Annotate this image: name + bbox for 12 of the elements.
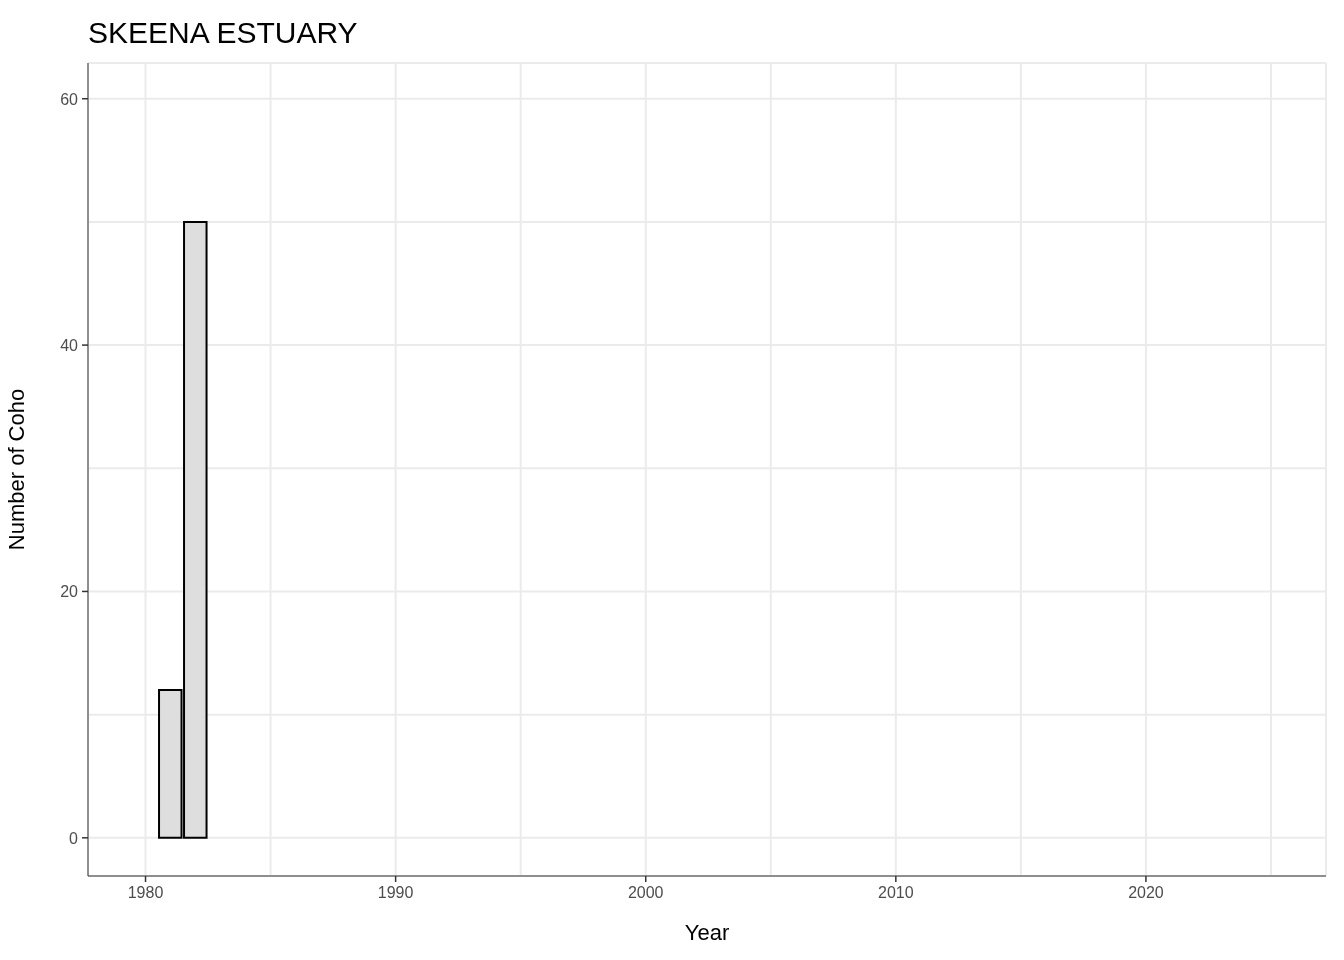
chart-title: SKEENA ESTUARY bbox=[88, 16, 358, 50]
y-axis-title: Number of Coho bbox=[3, 388, 29, 551]
y-tick-label: 0 bbox=[69, 829, 79, 847]
x-tick-label: 2000 bbox=[627, 884, 664, 901]
x-tick-label: 1980 bbox=[127, 884, 164, 901]
y-tick-label: 60 bbox=[60, 90, 79, 108]
y-tick-label: 40 bbox=[60, 337, 79, 355]
x-tick-label: 2020 bbox=[1128, 884, 1164, 901]
x-axis-title: Year bbox=[684, 920, 730, 945]
x-tick-label: 2010 bbox=[878, 884, 914, 901]
y-tick-label: 20 bbox=[60, 583, 79, 601]
x-tick-label: 1990 bbox=[377, 884, 414, 901]
